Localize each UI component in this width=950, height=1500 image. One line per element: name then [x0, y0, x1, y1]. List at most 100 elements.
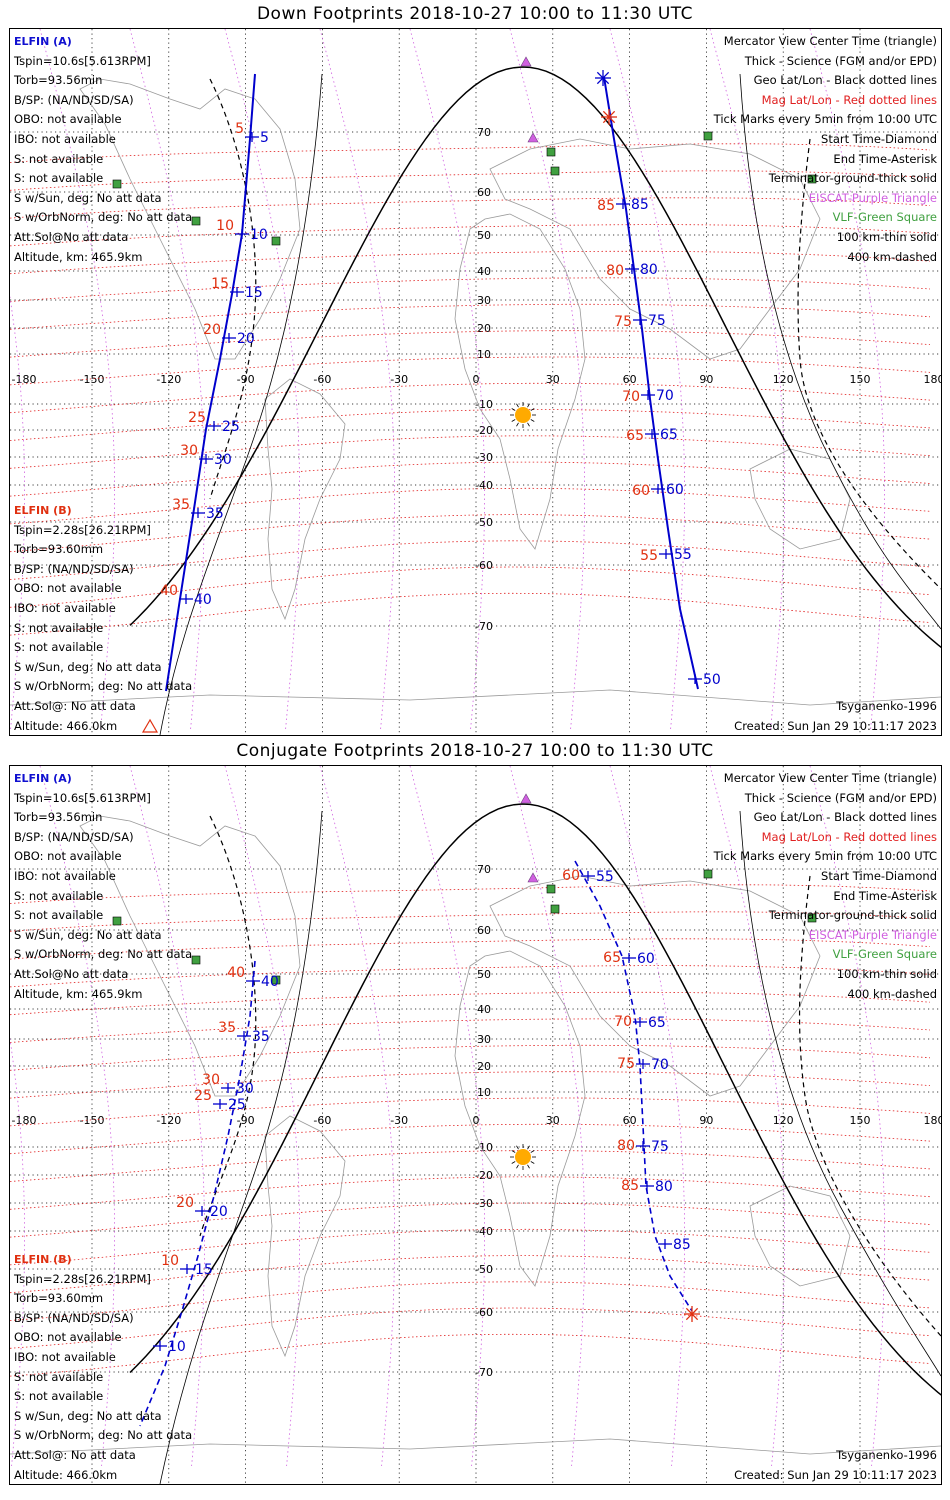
- legend-entry: 400 km-dashed: [847, 249, 937, 264]
- mag-lat-line: [10, 1150, 931, 1182]
- track-tick-label-red: 20: [203, 322, 221, 338]
- legend-entry: Mag Lat/Lon - Red dotted lines: [761, 92, 937, 107]
- track-tick-label-blue: 15: [245, 285, 263, 301]
- mag-lon-line: [809, 766, 885, 1467]
- info-line: Altitude: 466.0km: [14, 718, 118, 733]
- coastline: [264, 1115, 346, 1358]
- track-tick-label-blue: 60: [666, 482, 684, 498]
- info-line: B/SP: (NA/ND/SD/SA): [14, 92, 134, 107]
- model-label: Tsyganenko-1996: [836, 699, 937, 713]
- mag-lat-line: [10, 409, 931, 441]
- track-tick-label-red: 85: [597, 198, 615, 214]
- coastline: [79, 78, 301, 360]
- mag-lon-line: [319, 29, 395, 730]
- mag-lon-line: [129, 29, 205, 730]
- mag-lat-line: [10, 250, 931, 275]
- vlf-square: [191, 216, 201, 226]
- track-tick-label-blue: 85: [631, 197, 649, 213]
- track-tick-label-blue: 75: [648, 313, 666, 329]
- mag-lon-line: [409, 766, 485, 1467]
- legend-entry: 100 km-thin solid: [836, 229, 937, 244]
- lon-label: 0: [473, 373, 480, 386]
- track-tick-label-red: 35: [172, 497, 190, 513]
- info-line: Tspin=10.6s[5.613RPM]: [14, 790, 151, 805]
- track-tick-label-red: 60: [562, 868, 580, 884]
- lon-label: -30: [390, 1114, 408, 1127]
- info-line: Tspin=2.28s[26.21RPM]: [14, 1271, 151, 1286]
- created-label: Created: Sun Jan 29 10:11:17 2023: [734, 719, 937, 733]
- lon-label: 60: [623, 1114, 637, 1127]
- view-center-triangle: [141, 718, 159, 733]
- lat-label: -30: [475, 451, 493, 464]
- mag-lon-line: [509, 766, 585, 1467]
- mag-lat-line: [10, 435, 931, 469]
- lon-label: -150: [80, 1114, 105, 1127]
- mag-lat-line: [10, 884, 931, 904]
- track-tick-label-red: 10: [161, 1253, 179, 1269]
- track-tick-label-red: 35: [218, 1020, 236, 1036]
- mag-lat-line: [10, 1123, 931, 1155]
- lat-label: -60: [475, 559, 493, 572]
- legend-entry: Mercator View Center Time (triangle): [723, 34, 937, 48]
- track-tick-label-red: 65: [603, 950, 621, 966]
- lon-label: -60: [313, 1114, 331, 1127]
- info-line: S w/Sun, deg: No att data: [14, 1408, 162, 1423]
- info-line: IBO: not available: [14, 600, 116, 615]
- track-tick-label-blue: 35: [206, 506, 224, 522]
- legend-entry: Tick Marks every 5min from 10:00 UTC: [713, 849, 937, 864]
- eiscat-triangle: [527, 132, 539, 143]
- lat-label: -40: [475, 1225, 493, 1238]
- track-tick-label-blue: 75: [651, 1139, 669, 1155]
- lon-label: -180: [12, 1114, 37, 1127]
- lat-label: 50: [477, 968, 491, 981]
- mag-lat-line: [10, 1071, 931, 1099]
- info-line: OBO: not available: [14, 1330, 122, 1345]
- coastline: [749, 1185, 851, 1287]
- coastline: [489, 138, 821, 360]
- mag-lat-line: [10, 303, 931, 330]
- legend-entry: Start Time-Diamond: [821, 131, 937, 146]
- terminator-400km-line: [209, 78, 257, 500]
- sun-ray: [527, 1145, 530, 1150]
- track-tick-label-blue: 65: [648, 1015, 666, 1031]
- mag-lat-line: [10, 1281, 931, 1321]
- info-line: OBO: not available: [14, 112, 122, 127]
- sun-ray: [527, 1164, 530, 1169]
- track-tick-label-blue: 25: [222, 419, 240, 435]
- track-tick-label-blue: 55: [596, 869, 614, 885]
- vlf-square: [550, 166, 560, 176]
- info-line: S w/Sun, deg: No att data: [14, 659, 162, 674]
- mag-lat-line: [10, 1044, 931, 1071]
- track-tick-label-blue: 40: [194, 592, 212, 608]
- mag-lat-line: [10, 592, 931, 636]
- track-tick-label-red: 10: [216, 218, 234, 234]
- lon-label: 120: [773, 1114, 794, 1127]
- lat-label: -20: [475, 424, 493, 437]
- info-line: S: not available: [14, 640, 104, 655]
- mag-lon-line: [10, 1036, 25, 1467]
- mag-lon-line: [509, 29, 585, 730]
- vlf-square: [807, 913, 817, 923]
- lon-label: 90: [699, 1114, 713, 1127]
- mag-lat-line: [10, 540, 931, 580]
- lon-label: 180: [924, 1114, 942, 1127]
- sun-ray: [516, 422, 519, 427]
- sun-ray: [511, 1150, 516, 1153]
- vlf-square: [546, 147, 556, 157]
- lat-label: -40: [475, 479, 493, 492]
- elfin-a-info: ELFIN (A) Tspin=10.6s[5.613RPM] Torb=93.…: [14, 769, 192, 1004]
- mag-lon-line: [39, 29, 115, 730]
- track-tick-label-blue: 10: [168, 1339, 186, 1355]
- lon-label: 150: [850, 1114, 871, 1127]
- eiscat-triangle: [520, 793, 532, 804]
- info-line: S: not available: [14, 908, 104, 923]
- lat-label: 60: [477, 924, 491, 937]
- terminator-400km-line: [798, 875, 941, 1337]
- track-tick-label-blue: 35: [252, 1029, 270, 1045]
- mag-lat-line: [10, 1228, 931, 1266]
- info-line: S w/Sun, deg: No att data: [14, 927, 162, 942]
- mag-lat-line: [10, 1307, 931, 1349]
- coastline: [264, 378, 346, 621]
- mag-lat-line: [10, 487, 931, 525]
- info-line: OBO: not available: [14, 849, 122, 864]
